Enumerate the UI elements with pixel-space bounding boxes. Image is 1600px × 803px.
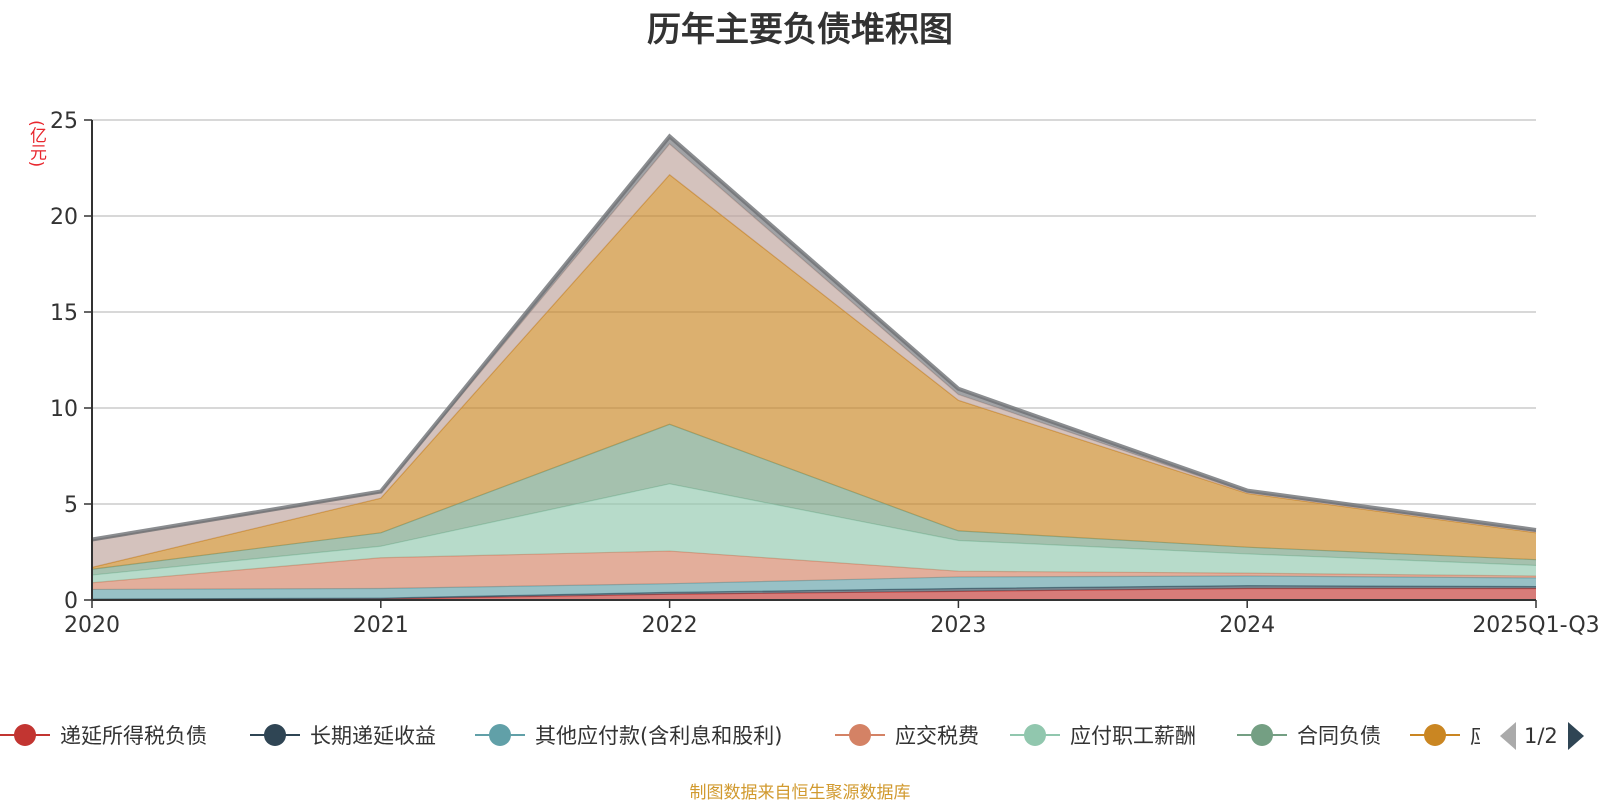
legend-item[interactable]: 应交税费 <box>835 715 979 755</box>
data-source-note: 制图数据来自恒生聚源数据库 <box>689 783 911 803</box>
legend-marker-icon <box>250 720 300 750</box>
legend-label: 长期递延收益 <box>310 724 436 748</box>
area-series-0 <box>92 588 1536 600</box>
legend: 递延所得税负债 长期递延收益 其他应付款(含利息和股利) 应交税费 应付职工薪酬 合同负债… <box>0 715 1480 755</box>
y-axis-unit-label: (亿元) <box>26 120 46 168</box>
x-tick-label-5: 2025Q1-Q3 <box>1472 613 1599 638</box>
area-series-7 <box>92 144 1536 568</box>
legend-item[interactable]: 递延所得税负债 <box>0 715 207 755</box>
chart-title: 历年主要负债堆积图 <box>647 10 953 50</box>
x-tick-label-1: 2021 <box>353 613 409 638</box>
area-series-4 <box>92 483 1536 583</box>
x-tick-label-0: 2020 <box>64 613 120 638</box>
legend-pager: 1/2 <box>1500 718 1584 754</box>
y-tick-label-5: 25 <box>50 109 78 134</box>
stacked-area-chart: 0 5 10 15 20 25 2020 2021 2022 2023 2024 2025Q1-Q3 <box>50 109 1600 638</box>
legend-page-indicator: 1/2 <box>1524 724 1558 748</box>
legend-marker-icon <box>1410 720 1460 750</box>
y-tick-label-1: 5 <box>64 493 78 518</box>
area-series-5 <box>92 424 1536 576</box>
legend-item[interactable]: 长期递延收益 <box>250 715 436 755</box>
x-tick-label-3: 2023 <box>930 613 986 638</box>
legend-item[interactable]: 其他应付款(含利息和股利) <box>475 715 782 755</box>
legend-marker-icon <box>1237 720 1287 750</box>
legend-label: 合同负债 <box>1297 724 1381 748</box>
area-series-1 <box>92 585 1536 600</box>
area-line-8 <box>91 133 1537 542</box>
legend-item[interactable]: 应付职工薪酬 <box>1010 715 1196 755</box>
x-tick-label-2: 2022 <box>642 613 698 638</box>
legend-label: 其他应付款(含利息和股利) <box>535 724 783 748</box>
legend-label: 应付账款 <box>1470 720 1480 750</box>
x-tick-label-4: 2024 <box>1219 613 1275 638</box>
y-tick-label-3: 15 <box>50 301 78 326</box>
legend-marker-icon <box>1010 720 1060 750</box>
legend-item[interactable]: 应付账款 <box>1410 715 1480 755</box>
legend-marker-icon <box>835 720 885 750</box>
y-tick-label-0: 0 <box>64 589 78 614</box>
legend-label: 应交税费 <box>895 724 979 748</box>
y-tick-label-2: 10 <box>50 397 78 422</box>
area-series-2 <box>92 576 1536 600</box>
legend-marker-icon <box>0 720 50 750</box>
legend-next-page-icon[interactable] <box>1567 722 1584 750</box>
legend-item[interactable]: 合同负债 <box>1237 715 1381 755</box>
y-tick-label-4: 20 <box>50 205 78 230</box>
legend-label: 递延所得税负债 <box>60 724 207 748</box>
area-series-3 <box>92 551 1536 590</box>
legend-marker-icon <box>475 720 525 750</box>
legend-label: 应付职工薪酬 <box>1070 724 1196 748</box>
legend-prev-page-icon[interactable] <box>1500 722 1516 750</box>
